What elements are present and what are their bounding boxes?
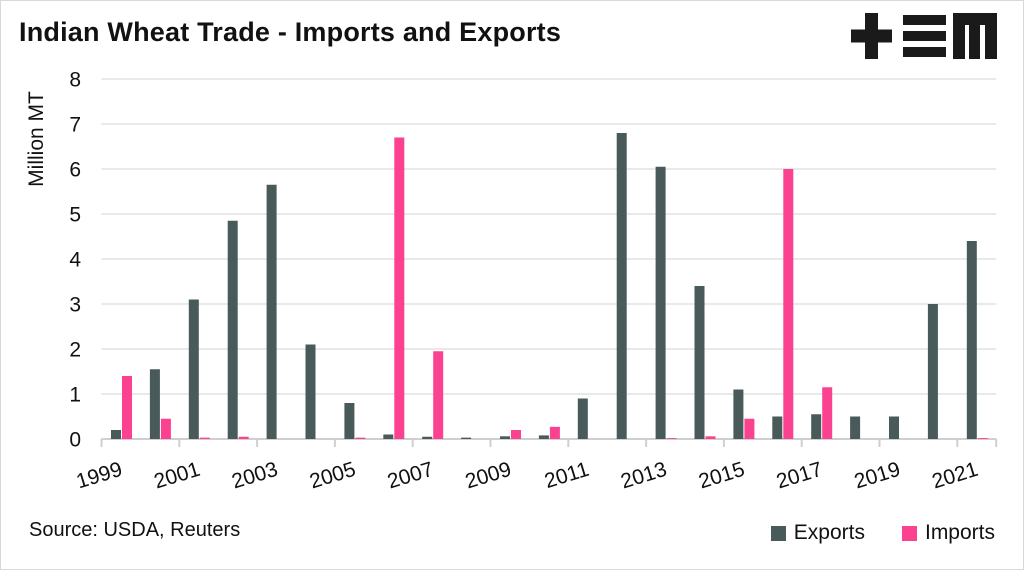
bar-exports-2015 [733, 389, 744, 439]
y-tick-label: 4 [69, 249, 81, 272]
triple-bars-icon [903, 15, 946, 57]
bar-exports-2019 [889, 416, 899, 439]
bar-exports-2020 [927, 304, 938, 439]
bar-exports-2004 [305, 344, 316, 439]
legend: Exports Imports [770, 521, 995, 545]
bar-exports-2009 [500, 436, 510, 439]
chart-area: 0 1 2 3 4 5 6 7 8 1999 2001 2003 2005 2007 2009 2011 201… [1, 61, 1023, 511]
y-tick-label: 7 [69, 114, 81, 137]
bar-exports-2021 [966, 241, 977, 439]
bar-exports-2016 [772, 416, 783, 439]
x-tick-label: 2009 [463, 458, 514, 494]
y-axis-title: Million MT [25, 91, 48, 187]
x-tick-label: 2001 [151, 458, 202, 494]
bar-exports-1999 [111, 430, 121, 439]
bar-exports-2006 [383, 434, 394, 439]
x-tick-label: 2013 [618, 458, 669, 494]
bar-imports-2013 [666, 438, 677, 439]
legend-label-imports: Imports [924, 521, 995, 544]
y-tick-label: 3 [69, 294, 81, 317]
bar-imports-1999 [122, 376, 132, 439]
bar-exports-2010 [538, 435, 549, 439]
bar-imports-2015 [744, 418, 755, 439]
bar-exports-2005 [344, 403, 355, 439]
legend-item-exports: Exports [770, 521, 865, 545]
bar-imports-2016 [783, 169, 794, 439]
legend-swatch-imports [901, 525, 917, 541]
bar-imports-2021 [977, 438, 988, 439]
bar-exports-2002 [227, 220, 238, 439]
bar-exports-2001 [188, 299, 199, 439]
bar-exports-2012 [616, 133, 627, 439]
bar-exports-2017 [811, 414, 822, 439]
bar-exports-2018 [850, 416, 861, 439]
bar-imports-2006 [394, 137, 405, 439]
bar-chart: 0 1 2 3 4 5 6 7 8 1999 2001 2003 2005 2007 2009 2011 201… [25, 69, 998, 494]
x-tick-label: 2021 [929, 458, 980, 494]
x-tick-label: 2005 [307, 458, 358, 494]
bar-exports-2011 [577, 398, 588, 439]
y-tick-label: 2 [69, 339, 81, 362]
bar-exports-2003 [266, 184, 277, 439]
y-tick-label: 1 [69, 384, 81, 407]
legend-label-exports: Exports [793, 521, 865, 544]
bar-imports-2002 [238, 436, 249, 439]
bar-imports-2014 [705, 436, 716, 439]
m-icon [953, 13, 997, 59]
x-tick-label: 2003 [229, 458, 280, 494]
bar-imports-2001 [199, 437, 210, 439]
x-tick-label: 2011 [542, 458, 592, 493]
bar-exports-2013 [655, 166, 666, 439]
y-tick-label: 0 [69, 429, 81, 452]
bar-imports-2017 [822, 387, 833, 439]
y-tick-label: 8 [69, 69, 81, 92]
bar-exports-2000 [149, 369, 160, 439]
x-tick-label: 2019 [852, 458, 903, 494]
bar-exports-2008 [461, 437, 472, 439]
bar-exports-2014 [694, 286, 705, 439]
x-tick-label: 2015 [696, 458, 747, 494]
x-tick-label: 1999 [74, 458, 125, 494]
legend-swatch-exports [770, 525, 786, 541]
bar-imports-2010 [549, 426, 560, 439]
brand-logo [851, 13, 997, 59]
bar-imports-2000 [160, 418, 171, 439]
bar-imports-2009 [511, 430, 521, 439]
bar-exports-2007 [422, 436, 433, 439]
legend-item-imports: Imports [901, 521, 995, 545]
chart-title: Indian Wheat Trade - Imports and Exports [19, 17, 562, 47]
y-tick-label: 5 [69, 204, 81, 227]
bar-imports-2005 [355, 437, 366, 439]
x-tick-label: 2007 [385, 458, 436, 494]
bar-imports-2007 [433, 351, 444, 439]
x-tick-label: 2017 [774, 458, 825, 494]
plus-icon [851, 13, 892, 59]
source-note: Source: USDA, Reuters [29, 519, 241, 541]
y-tick-label: 6 [69, 159, 81, 182]
